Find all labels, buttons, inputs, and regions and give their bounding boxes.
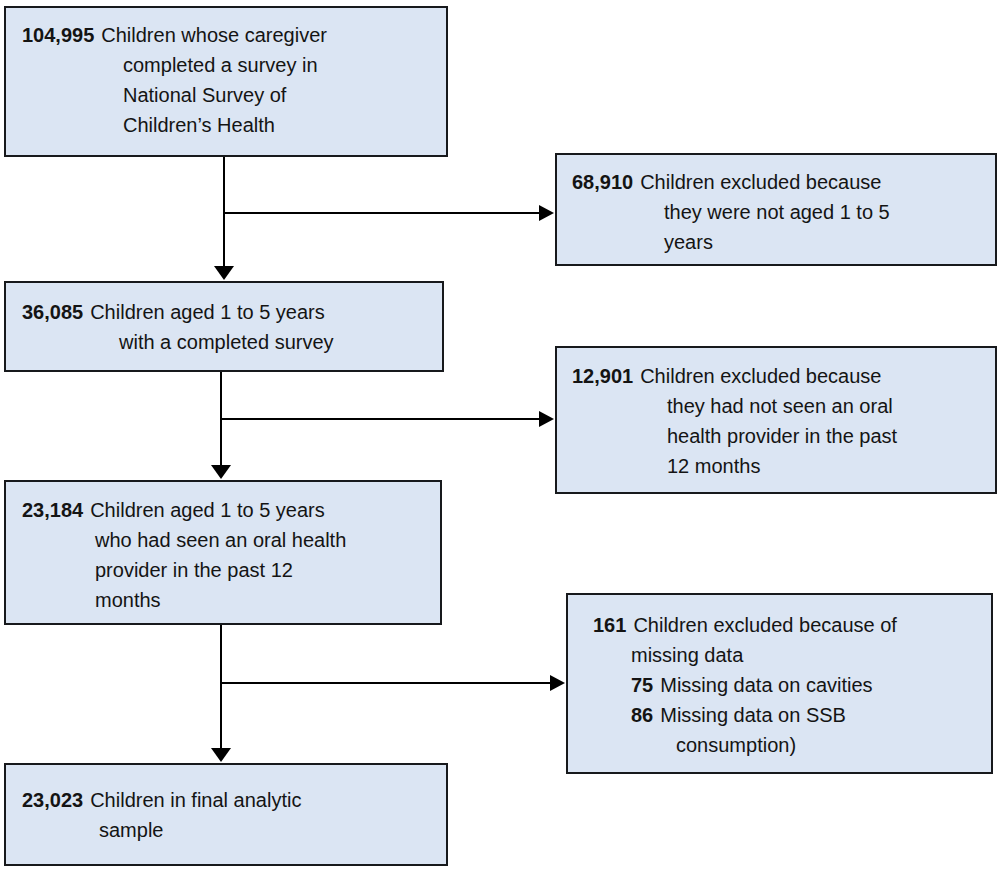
- box-excluded-age-line: they were not aged 1 to 5: [572, 197, 989, 227]
- box-excluded-no-provider-line: they had not seen an oral: [572, 391, 989, 421]
- box-final-sample-line: sample: [22, 815, 438, 845]
- box-excluded-missing-subline: consumption): [593, 730, 985, 760]
- box-excluded-missing: 161 Children excluded because of missing …: [566, 593, 993, 774]
- box-aged-1-to-5-line: with a completed survey: [22, 327, 434, 357]
- box-final-sample-line: 23,023 Children in final analytic: [22, 785, 438, 815]
- count-excluded-no-provider: 12,901: [572, 365, 633, 387]
- box-survey-total-line: National Survey of: [22, 80, 438, 110]
- arrow-branch-excluded-provider-head: [539, 411, 554, 427]
- box-aged-1-to-5: 36,085 Children aged 1 to 5 years with a …: [4, 281, 444, 372]
- box-final-sample: 23,023 Children in final analytic sample: [4, 763, 448, 866]
- study-flow-diagram: 104,995 Children whose caregiver complete…: [0, 0, 1000, 871]
- box-survey-total-line: Children’s Health: [22, 110, 438, 140]
- box-seen-provider-text: Children aged 1 to 5 years: [90, 499, 325, 521]
- box-excluded-age-line: years: [572, 227, 989, 257]
- count-aged-1-to-5: 36,085: [22, 301, 83, 323]
- count-survey-total: 104,995: [22, 24, 94, 46]
- box-excluded-no-provider-text: Children excluded because: [640, 365, 881, 387]
- box-survey-total-text: Children whose caregiver: [101, 24, 327, 46]
- box-excluded-no-provider-line: 12 months: [572, 451, 989, 481]
- box-excluded-age-text: Children excluded because: [640, 171, 881, 193]
- box-excluded-missing-subline: 86 Missing data on SSB: [593, 700, 985, 730]
- box-final-sample-text: Children in final analytic: [90, 789, 301, 811]
- box-aged-1-to-5-text: Children aged 1 to 5 years: [90, 301, 325, 323]
- box-excluded-missing-line: 161 Children excluded because of: [593, 610, 985, 640]
- box-excluded-no-provider-line: 12,901 Children excluded because: [572, 361, 989, 391]
- box-aged-1-to-5-line: 36,085 Children aged 1 to 5 years: [22, 297, 434, 327]
- box-survey-total: 104,995 Children whose caregiver complete…: [4, 6, 448, 157]
- box-seen-provider: 23,184 Children aged 1 to 5 years who had…: [4, 480, 442, 625]
- box-excluded-age: 68,910 Children excluded because they wer…: [555, 153, 997, 266]
- arrow-branch-excluded-age-head: [539, 205, 554, 221]
- box-seen-provider-line: 23,184 Children aged 1 to 5 years: [22, 495, 432, 525]
- arrow-survey-to-aged-head: [214, 266, 234, 280]
- box-excluded-no-provider: 12,901 Children excluded because they had…: [555, 346, 997, 494]
- box-excluded-age-line: 68,910 Children excluded because: [572, 167, 989, 197]
- count-missing-ssb: 86: [631, 704, 653, 726]
- arrow-aged-to-seen-head: [211, 465, 231, 479]
- arrow-branch-excluded-missing-head: [550, 675, 565, 691]
- box-excluded-no-provider-line: health provider in the past: [572, 421, 989, 451]
- box-seen-provider-line: who had seen an oral health: [22, 525, 432, 555]
- box-excluded-missing-line: missing data: [593, 640, 985, 670]
- count-excluded-age: 68,910: [572, 171, 633, 193]
- arrow-seen-to-final-head: [211, 748, 231, 762]
- count-missing-cavities: 75: [631, 674, 653, 696]
- box-survey-total-line: 104,995 Children whose caregiver: [22, 20, 438, 50]
- box-missing-ssb-text: Missing data on SSB: [660, 704, 846, 726]
- box-excluded-missing-text: Children excluded because of: [633, 614, 897, 636]
- box-seen-provider-line: months: [22, 585, 432, 615]
- count-seen-provider: 23,184: [22, 499, 83, 521]
- box-survey-total-line: completed a survey in: [22, 50, 438, 80]
- count-excluded-missing: 161: [593, 614, 626, 636]
- count-final-sample: 23,023: [22, 789, 83, 811]
- box-excluded-missing-subline: 75 Missing data on cavities: [593, 670, 985, 700]
- box-seen-provider-line: provider in the past 12: [22, 555, 432, 585]
- box-missing-cavities-text: Missing data on cavities: [660, 674, 872, 696]
